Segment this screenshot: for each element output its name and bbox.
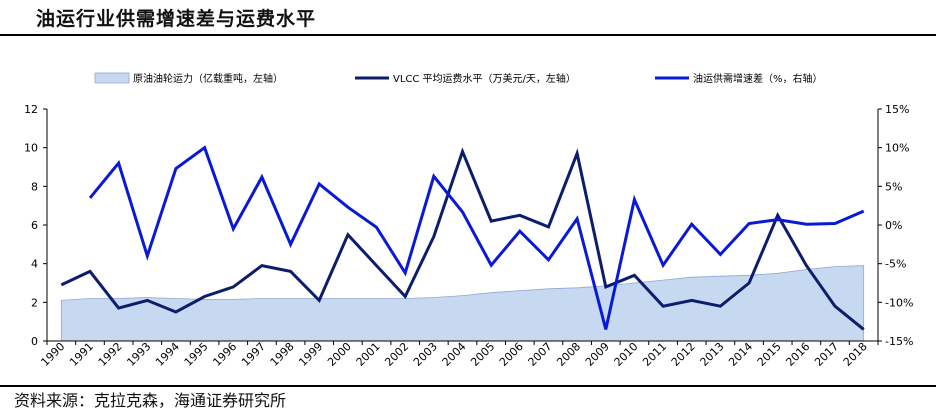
- legend-label-0: 原油油轮运力（亿载重吨，左轴）: [133, 72, 283, 85]
- left-tick-label: 0: [31, 335, 38, 348]
- series-line-supply-demand-gap: [88, 145, 865, 330]
- left-tick-label: 8: [31, 180, 38, 193]
- right-tick-label: 0%: [885, 219, 902, 232]
- line-layer: [60, 145, 865, 331]
- right-tick-label: 5%: [885, 180, 902, 193]
- x-tick-label-1992: 1992: [96, 340, 125, 369]
- x-tick-label-2011: 2011: [640, 340, 669, 369]
- x-tick-label-1991: 1991: [67, 340, 96, 369]
- legend: 原油油轮运力（亿载重吨，左轴） VLCC 平均运费水平（万美元/天，左轴） 油运供需…: [94, 72, 823, 85]
- x-tick-label-2010: 2010: [612, 340, 641, 369]
- title-rule: [0, 34, 936, 36]
- x-tick-label-2009: 2009: [583, 340, 612, 369]
- x-tick-label-2000: 2000: [325, 340, 354, 369]
- source-note: 资料来源：克拉克森，海通证券研究所: [14, 391, 287, 410]
- footer-rule: [0, 385, 936, 387]
- x-tick-label-1999: 1999: [296, 340, 325, 369]
- x-tick-label-2018: 2018: [841, 340, 870, 369]
- right-tick-label: -10%: [885, 296, 913, 309]
- left-tick-label: 6: [31, 219, 38, 232]
- right-tick-label: -15%: [885, 335, 913, 348]
- x-tick-label-2014: 2014: [726, 340, 755, 369]
- left-tick-label: 4: [31, 258, 38, 271]
- x-tick-label-2001: 2001: [354, 340, 383, 369]
- x-tick-label-2012: 2012: [669, 340, 698, 369]
- x-tick-label-1995: 1995: [182, 340, 211, 369]
- x-tick-label-1996: 1996: [210, 340, 239, 369]
- left-tick-label: 10: [24, 142, 38, 155]
- axes-layer: [43, 108, 882, 345]
- x-tick-label-2002: 2002: [382, 340, 411, 369]
- right-tick-label: 15%: [885, 103, 909, 116]
- area-layer: [60, 265, 865, 342]
- x-tick-label-2017: 2017: [812, 340, 841, 369]
- x-tick-label-1990: 1990: [38, 340, 67, 369]
- x-tick-label-2006: 2006: [497, 340, 526, 369]
- chart-title: 油运行业供需增速差与运费水平: [36, 8, 317, 30]
- series-area-capacity: [60, 265, 865, 342]
- left-tick-label: 12: [24, 103, 38, 116]
- series-line-vlcc-rate: [60, 147, 865, 331]
- x-tick-label-2004: 2004: [440, 340, 469, 369]
- x-tick-label-1994: 1994: [153, 340, 182, 369]
- x-tick-label-2008: 2008: [554, 340, 583, 369]
- x-tick-label-1997: 1997: [239, 340, 268, 369]
- x-tick-label-2007: 2007: [526, 340, 555, 369]
- x-tick-label-1998: 1998: [268, 340, 297, 369]
- right-tick-label: 10%: [885, 142, 909, 155]
- x-tick-label-2013: 2013: [698, 340, 727, 369]
- x-tick-label-2016: 2016: [783, 340, 812, 369]
- x-tick-label-2005: 2005: [468, 340, 497, 369]
- x-tick-label-1993: 1993: [124, 340, 153, 369]
- right-tick-label: -5%: [885, 258, 906, 271]
- left-tick-label: 2: [31, 296, 38, 309]
- legend-label-2: 油运供需增速差（%，右轴）: [693, 72, 823, 85]
- x-tick-label-2003: 2003: [411, 340, 440, 369]
- legend-swatch-capacity: [94, 72, 130, 84]
- x-tick-label-2015: 2015: [755, 340, 784, 369]
- legend-label-1: VLCC 平均运费水平（万美元/天，左轴）: [393, 72, 576, 85]
